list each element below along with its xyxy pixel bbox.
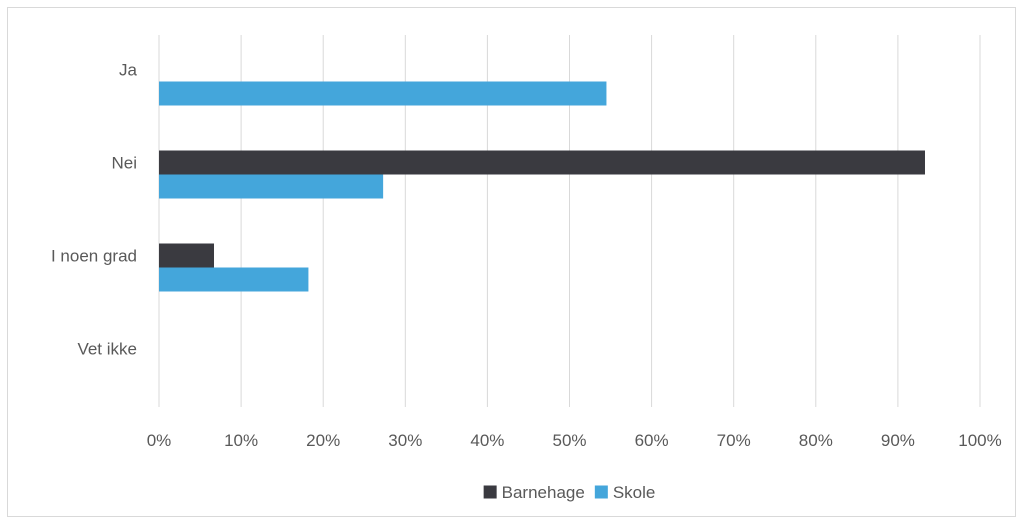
x-tick-label: 60%	[635, 431, 669, 450]
x-tick-label: 40%	[470, 431, 504, 450]
legend-swatch-barnehage	[483, 485, 497, 499]
category-label: I noen grad	[51, 247, 137, 266]
x-axis-tick-labels: 0% 10% 20% 30% 40% 50% 60% 70% 80% 90% 100%	[147, 431, 1002, 450]
x-tick-label: 70%	[717, 431, 751, 450]
legend-label-barnehage: Barnehage	[502, 483, 585, 502]
x-tick-label: 0%	[147, 431, 172, 450]
legend-label-skole: Skole	[613, 483, 656, 502]
x-tick-label: 100%	[958, 431, 1001, 450]
x-tick-label: 90%	[881, 431, 915, 450]
x-tick-label: 20%	[306, 431, 340, 450]
x-tick-label: 10%	[224, 431, 258, 450]
legend-swatch-skole	[594, 485, 608, 499]
category-label: Vet ikke	[77, 340, 137, 359]
category-label: Nei	[111, 154, 137, 173]
bar-skole	[159, 81, 607, 106]
bar-barnehage	[159, 150, 925, 175]
bars	[159, 81, 925, 292]
bar-skole	[159, 174, 384, 199]
x-tick-label: 30%	[388, 431, 422, 450]
category-labels: Ja Nei I noen grad Vet ikke	[51, 61, 138, 359]
bar-barnehage	[159, 243, 215, 268]
category-label: Ja	[119, 61, 138, 80]
x-tick-label: 50%	[552, 431, 586, 450]
bar-skole	[159, 267, 309, 292]
legend: Barnehage Skole	[483, 483, 656, 502]
x-tick-label: 80%	[799, 431, 833, 450]
